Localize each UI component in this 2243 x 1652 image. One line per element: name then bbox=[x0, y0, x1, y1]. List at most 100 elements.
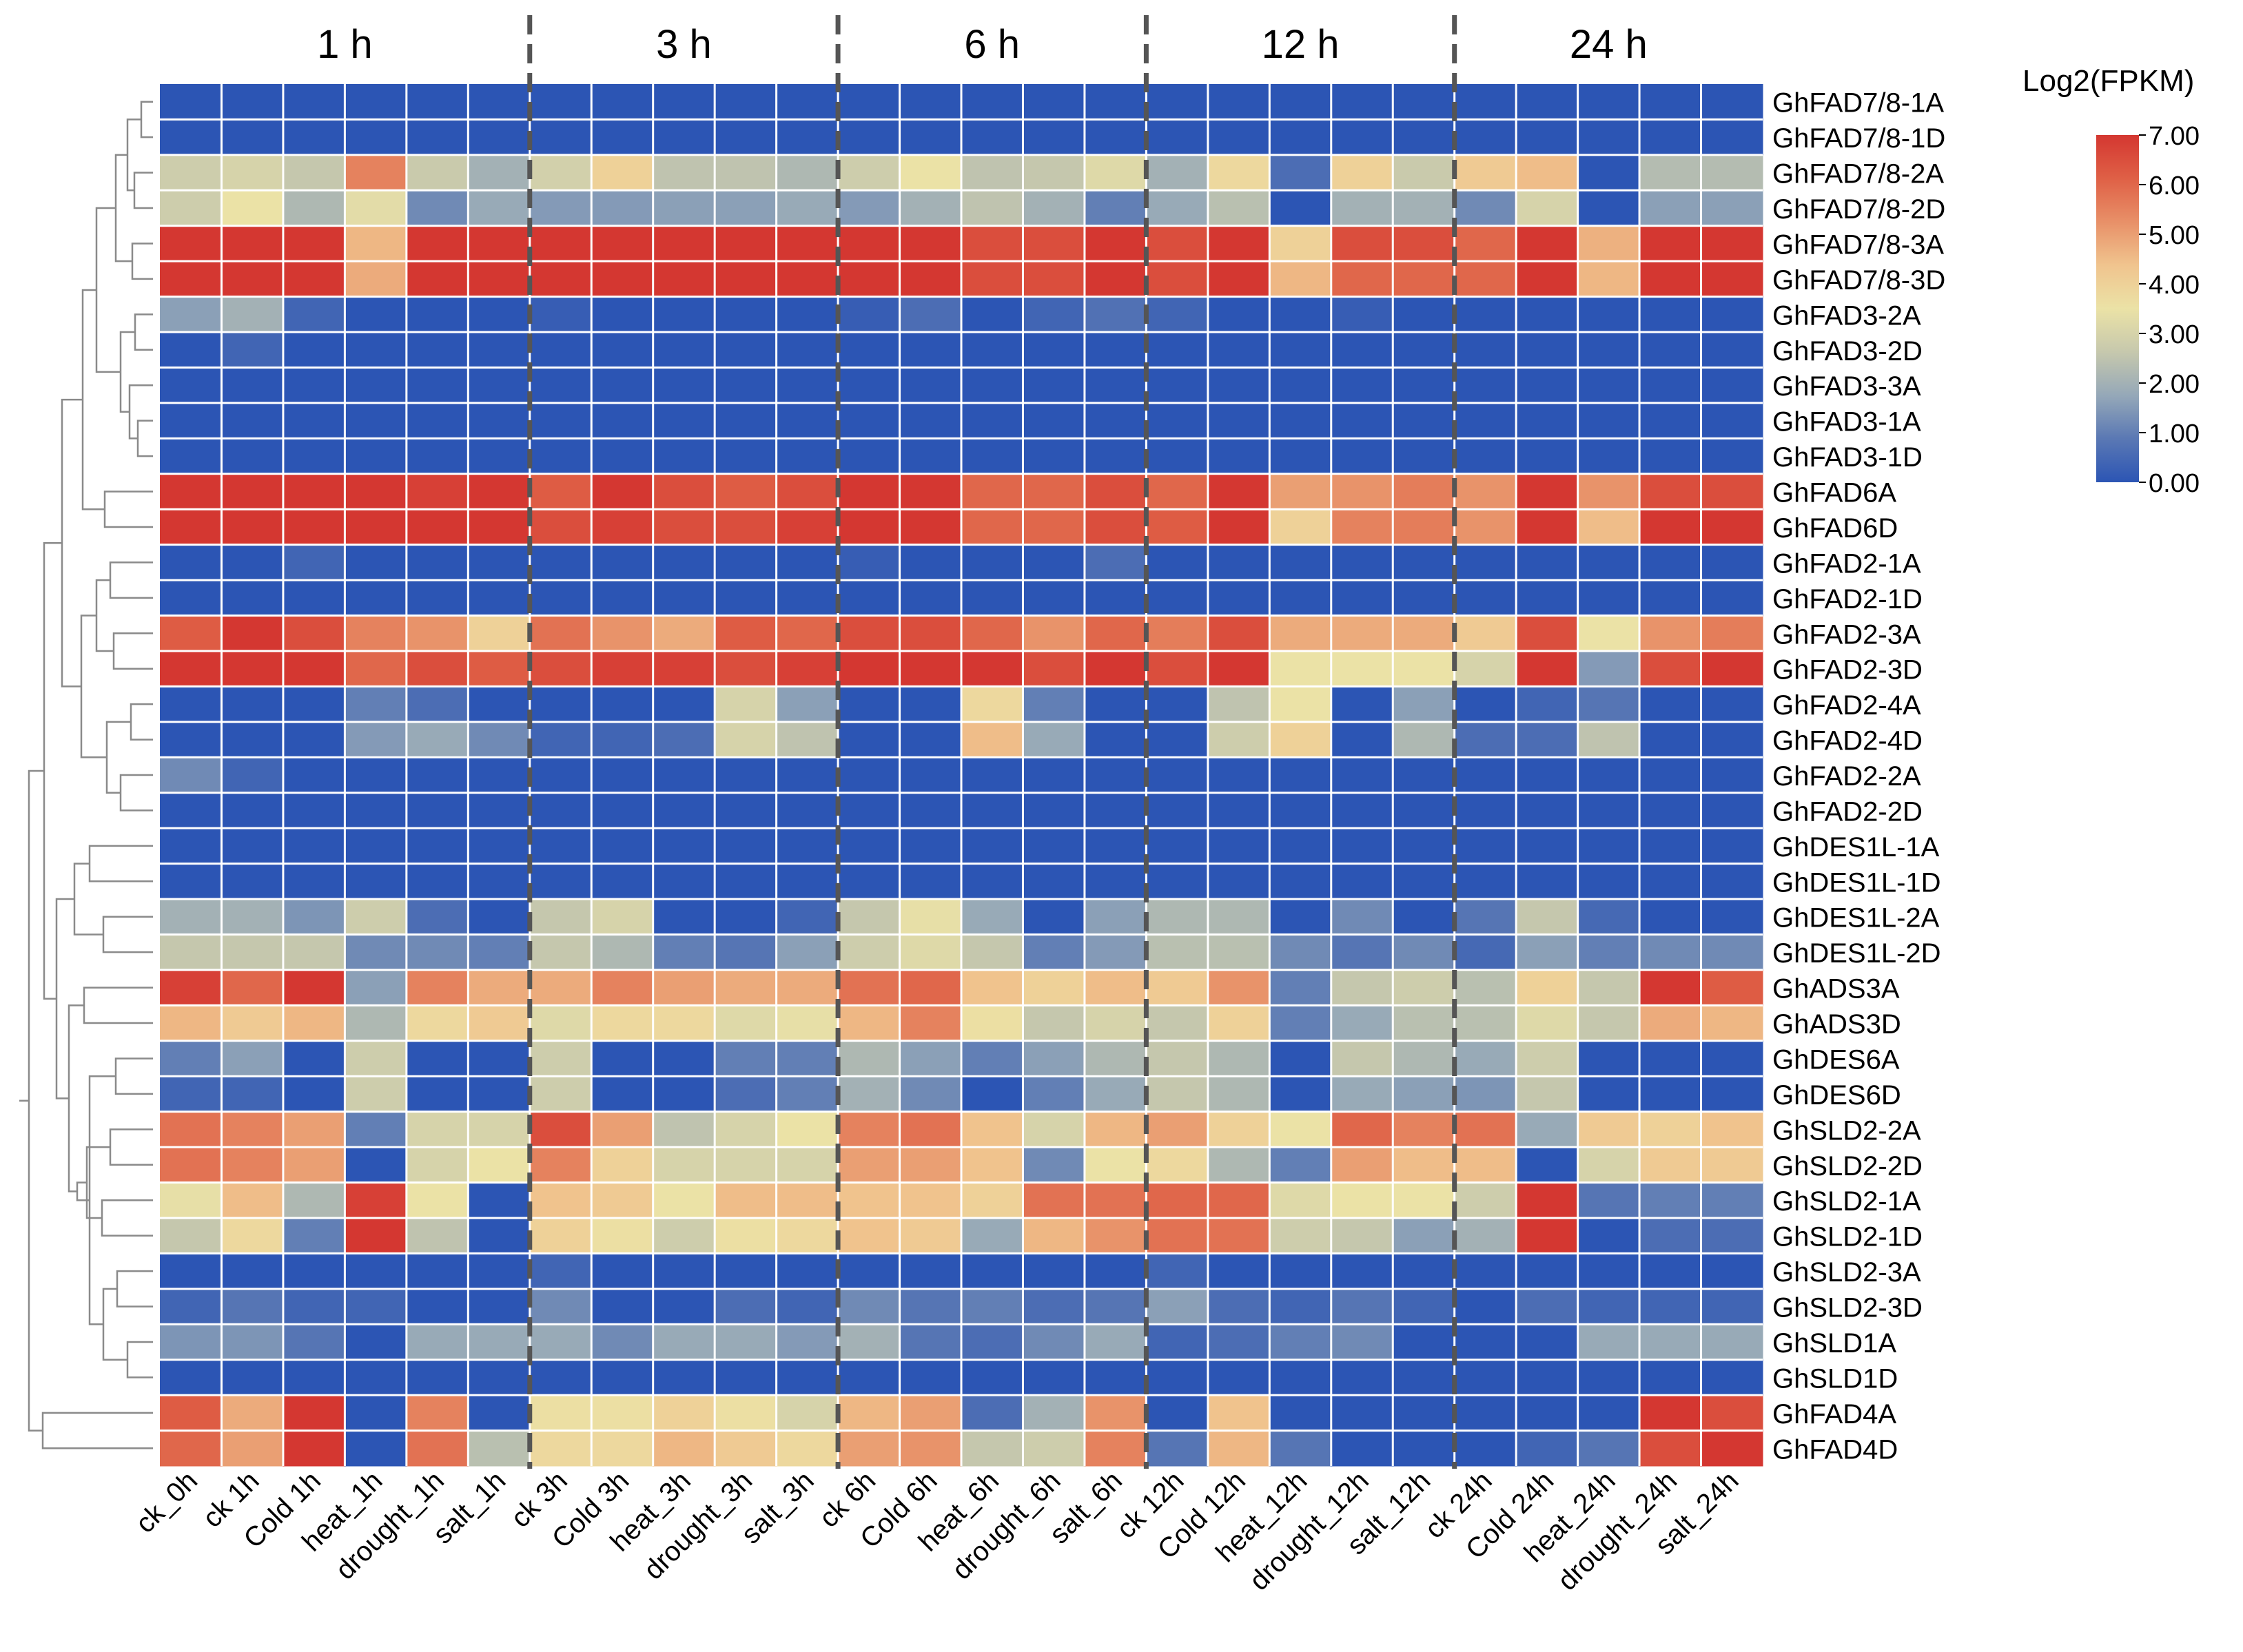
row-label: GhSLD1A bbox=[1772, 1328, 1896, 1359]
heatmap-cell bbox=[1516, 84, 1579, 120]
heatmap-cell bbox=[283, 650, 345, 687]
heatmap-cell bbox=[160, 828, 222, 865]
heatmap-cell bbox=[406, 1182, 469, 1219]
heatmap-cell bbox=[1023, 650, 1085, 687]
heatmap-cell bbox=[961, 1395, 1023, 1432]
heatmap-cell bbox=[221, 1005, 284, 1042]
color-legend: Log2(FPKM) 7.00 6.00 5.00 4.00 3.00 2.00 1.00 0… bbox=[2022, 64, 2200, 498]
heatmap-cell bbox=[838, 1005, 901, 1042]
heatmap-cell bbox=[221, 757, 284, 794]
column-label: ck_0h bbox=[130, 1465, 203, 1539]
heatmap-cell bbox=[406, 757, 469, 794]
heatmap-cell bbox=[1701, 1430, 1763, 1467]
heatmap-cell bbox=[160, 473, 222, 510]
heatmap-cell bbox=[1146, 863, 1209, 900]
heatmap-cell bbox=[529, 1076, 592, 1113]
row-label: GhFAD3-3A bbox=[1772, 371, 1921, 402]
heatmap-cell bbox=[653, 792, 715, 829]
heatmap-cell bbox=[1084, 332, 1147, 368]
heatmap-cell bbox=[221, 367, 284, 404]
heatmap-cell bbox=[345, 1182, 407, 1219]
heatmap-cell bbox=[1084, 402, 1147, 439]
heatmap-cell bbox=[961, 1111, 1023, 1148]
heatmap-cell bbox=[160, 154, 222, 191]
heatmap-cell bbox=[1084, 792, 1147, 829]
heatmap-cell bbox=[1577, 402, 1640, 439]
heatmap-cell bbox=[1331, 154, 1393, 191]
heatmap-cell bbox=[160, 1324, 222, 1361]
heatmap-cell bbox=[160, 686, 222, 723]
heatmap-cell bbox=[1454, 438, 1517, 475]
heatmap-cell bbox=[1207, 1040, 1270, 1077]
heatmap-cell bbox=[1701, 615, 1763, 652]
heatmap-cell bbox=[221, 1288, 284, 1325]
heatmap-cell bbox=[961, 757, 1023, 794]
heatmap-cell bbox=[1393, 1111, 1455, 1148]
heatmap-cell bbox=[1146, 1395, 1209, 1432]
heatmap-cell bbox=[406, 1040, 469, 1077]
heatmap-cell bbox=[345, 1040, 407, 1077]
heatmap-cell bbox=[1577, 509, 1640, 546]
row-label: GhFAD6A bbox=[1772, 478, 1896, 508]
heatmap-cell bbox=[715, 402, 777, 439]
heatmap-cell bbox=[529, 757, 592, 794]
heatmap-cell bbox=[591, 225, 654, 262]
heatmap-cell bbox=[468, 1147, 531, 1184]
heatmap-cell bbox=[838, 332, 901, 368]
row-label: GhSLD2-3D bbox=[1772, 1293, 1923, 1323]
heatmap-cell bbox=[1516, 1147, 1579, 1184]
heatmap-cell bbox=[221, 1147, 284, 1184]
heatmap-cell bbox=[1084, 969, 1147, 1006]
heatmap-cell bbox=[838, 1217, 901, 1254]
heatmap-cell bbox=[899, 899, 962, 935]
dendrogram-branch bbox=[109, 561, 153, 599]
heatmap-cell bbox=[1207, 863, 1270, 900]
row-label: GhFAD6D bbox=[1772, 513, 1898, 544]
heatmap-cell bbox=[1207, 721, 1270, 758]
heatmap-cell bbox=[1331, 509, 1393, 546]
heatmap-cell bbox=[1516, 792, 1579, 829]
heatmap-cell bbox=[529, 473, 592, 510]
heatmap-cell bbox=[591, 1359, 654, 1396]
heatmap-cell bbox=[899, 686, 962, 723]
heatmap-cell bbox=[1516, 828, 1579, 865]
heatmap-cell bbox=[1516, 1288, 1579, 1325]
heatmap-cell bbox=[776, 402, 839, 439]
heatmap-cell bbox=[1516, 1217, 1579, 1254]
heatmap-cell bbox=[160, 934, 222, 971]
heatmap-cell bbox=[1577, 1005, 1640, 1042]
heatmap-cell bbox=[1331, 828, 1393, 865]
heatmap-cell bbox=[653, 1430, 715, 1467]
heatmap-cell bbox=[591, 650, 654, 687]
heatmap-cell bbox=[1023, 438, 1085, 475]
heatmap-cell bbox=[1454, 154, 1517, 191]
heatmap-cell bbox=[1207, 686, 1270, 723]
heatmap-cell bbox=[1516, 332, 1579, 368]
heatmap-cell bbox=[1331, 863, 1393, 900]
heatmap-cell bbox=[1084, 1040, 1147, 1077]
heatmap-cell bbox=[406, 119, 469, 156]
heatmap-cell bbox=[1701, 1076, 1763, 1113]
heatmap-cell bbox=[529, 1147, 592, 1184]
row-label: GhDES1L-2D bbox=[1772, 938, 1941, 969]
heatmap-cell bbox=[221, 1040, 284, 1077]
heatmap-cell bbox=[529, 509, 592, 546]
heatmap-cell bbox=[406, 1217, 469, 1254]
row-label: GhFAD7/8-3A bbox=[1772, 229, 1944, 260]
heatmap-cell bbox=[1146, 190, 1209, 227]
heatmap-cell bbox=[1393, 899, 1455, 935]
row-label: GhFAD7/8-2D bbox=[1772, 194, 1945, 225]
heatmap-cell bbox=[838, 402, 901, 439]
heatmap-cell bbox=[221, 1324, 284, 1361]
heatmap-cell bbox=[776, 1253, 839, 1290]
heatmap-cell bbox=[221, 1182, 284, 1219]
heatmap-cell bbox=[1701, 261, 1763, 298]
dendrogram-branch bbox=[88, 845, 153, 882]
heatmap-cell bbox=[899, 1430, 962, 1467]
heatmap-cell bbox=[1393, 296, 1455, 333]
time-group-labels: 1 h 3 h 6 h 12 h 24 h bbox=[317, 22, 1648, 67]
heatmap-cell bbox=[1454, 721, 1517, 758]
heatmap-cell bbox=[899, 1147, 962, 1184]
dendrogram-branch bbox=[101, 1199, 153, 1237]
row-label: GhFAD2-1A bbox=[1772, 548, 1921, 579]
